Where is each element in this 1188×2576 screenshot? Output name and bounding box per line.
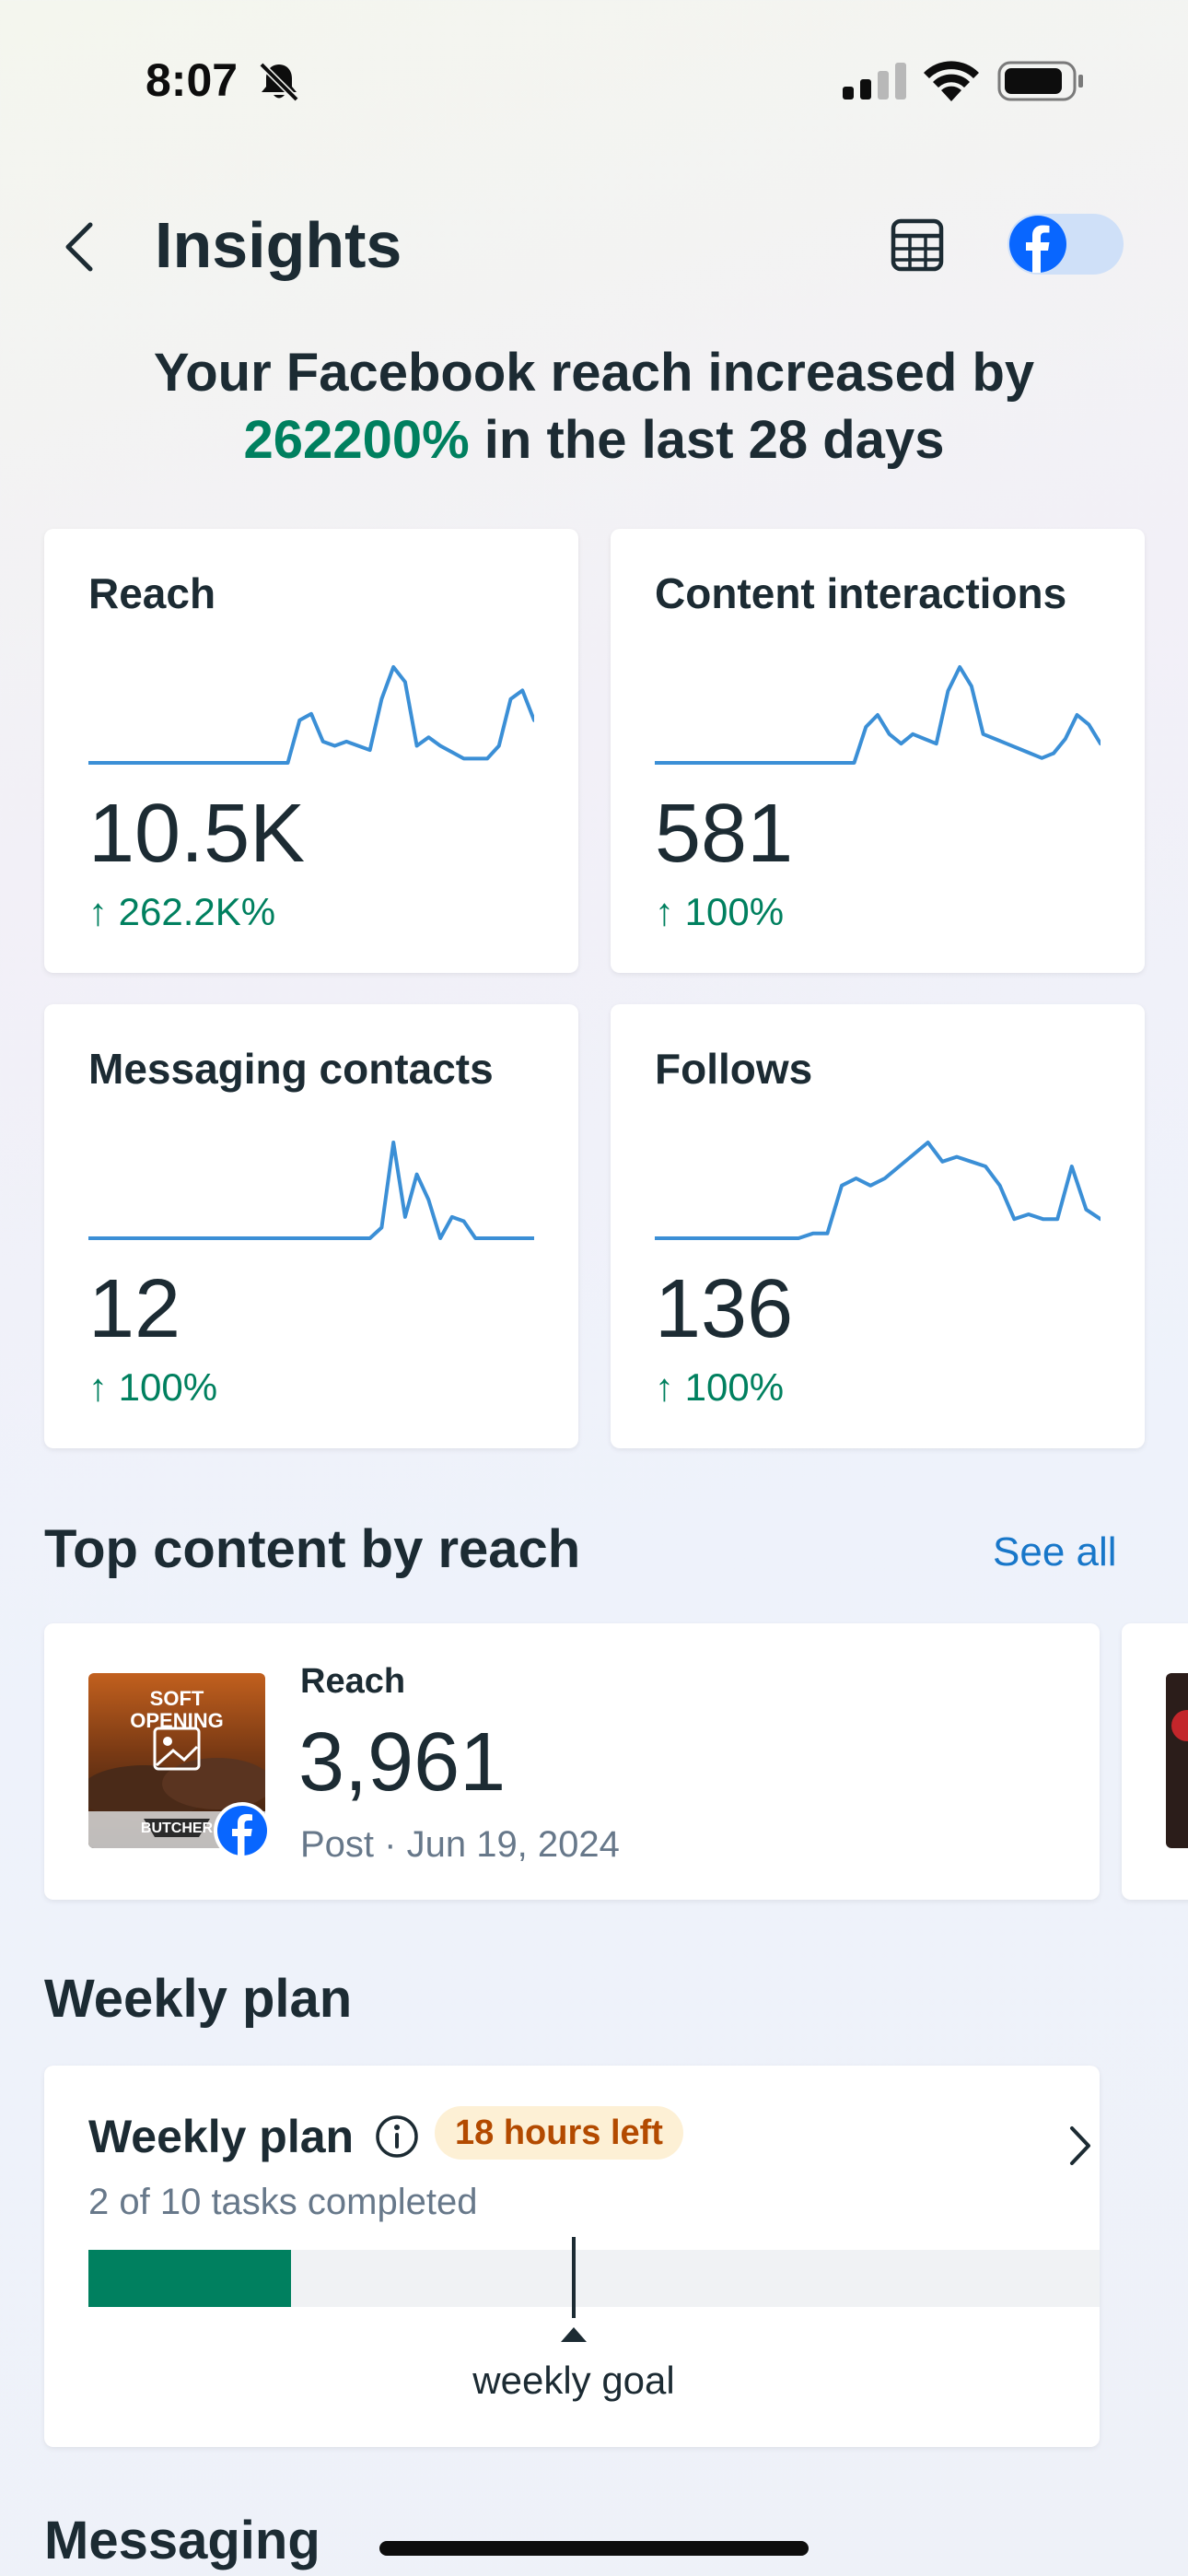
sparkline-follows [655, 1141, 1101, 1240]
weekly-plan-card[interactable]: Weekly plan 18 hours left 2 of 10 tasks … [44, 2066, 1100, 2447]
weekly-goal-label: weekly goal [472, 2359, 675, 2402]
messaging-section-title: Messaging [44, 2511, 320, 2570]
thumb-decor [1171, 1710, 1188, 1741]
metric-value: 10.5K [88, 788, 306, 880]
facebook-logo-icon [1009, 216, 1066, 273]
metric-change: ↑ 100% [88, 1365, 218, 1409]
metric-card-content-interactions[interactable]: Content interactions 581 ↑ 100% [611, 529, 1145, 973]
cellular-signal-icon [843, 63, 906, 100]
metric-change-value: 262.2K% [118, 890, 276, 933]
sparkline-series [88, 1141, 534, 1240]
metric-change-value: 100% [684, 890, 785, 933]
metric-card-reach[interactable]: Reach 10.5K ↑ 262.2K% [44, 529, 578, 973]
content-metric-label: Reach [300, 1662, 406, 1701]
time-left-badge: 18 hours left [435, 2106, 683, 2160]
battery-icon [997, 61, 1083, 101]
thumb-text-line-1: SOFT [149, 1687, 204, 1710]
table-view-icon[interactable] [884, 212, 950, 278]
metric-change-value: 100% [118, 1365, 218, 1409]
bell-muted-icon [259, 62, 299, 102]
weekly-goal-marker [572, 2237, 576, 2318]
sparkline-series [88, 665, 534, 765]
info-icon[interactable] [374, 2113, 420, 2160]
post-thumbnail-next [1166, 1673, 1188, 1848]
content-meta: Post · Jun 19, 2024 [300, 1824, 620, 1865]
see-all-link[interactable]: See all [993, 1529, 1117, 1575]
home-indicator[interactable] [379, 2541, 809, 2556]
metric-label: Follows [655, 1045, 813, 1093]
sparkline-series [655, 1141, 1101, 1240]
thumb-text-line-2: OPENING [130, 1709, 224, 1732]
metric-change: ↑ 100% [655, 1365, 785, 1409]
top-content-card-next[interactable] [1122, 1623, 1188, 1900]
metric-label: Reach [88, 569, 216, 617]
goal-pointer-icon [561, 2327, 587, 2342]
platform-toggle[interactable] [1007, 214, 1124, 275]
metric-change-value: 100% [684, 1365, 785, 1409]
metric-label: Content interactions [655, 569, 1067, 617]
back-chevron-icon[interactable] [57, 219, 101, 275]
headline-suffix: in the last 28 days [483, 410, 945, 470]
metric-value: 12 [88, 1263, 181, 1355]
tasks-progress-text: 2 of 10 tasks completed [88, 2182, 478, 2222]
weekly-plan-section-title: Weekly plan [44, 1969, 353, 2029]
top-content-title: Top content by reach [44, 1519, 581, 1579]
metric-change: ↑ 262.2K% [88, 890, 276, 933]
metric-value: 136 [655, 1263, 794, 1355]
metric-card-follows[interactable]: Follows 136 ↑ 100% [611, 1004, 1145, 1448]
thumb-brand: BUTCHER [140, 1821, 214, 1836]
reach-summary-headline: Your Facebook reach increased by 262200%… [0, 339, 1188, 474]
wifi-icon [924, 61, 979, 101]
status-time: 8:07 [146, 54, 239, 106]
facebook-badge-icon [214, 1802, 271, 1859]
headline-percent: 262200% [243, 410, 470, 470]
weekly-plan-title: Weekly plan [88, 2111, 355, 2162]
headline-line-2: 262200% in the last 28 days [0, 406, 1188, 474]
metric-value: 581 [655, 788, 794, 880]
sparkline-reach [88, 665, 534, 765]
sparkline-messaging-contacts [88, 1141, 534, 1240]
headline-line-1: Your Facebook reach increased by [153, 343, 1035, 403]
status-bar: 8:07 [0, 0, 1188, 161]
sparkline-content-interactions [655, 665, 1101, 765]
sparkline-series [655, 665, 1101, 765]
progress-fill [88, 2250, 291, 2307]
progress-track [88, 2250, 1100, 2307]
chevron-right-icon[interactable] [1066, 2123, 1094, 2169]
metric-label: Messaging contacts [88, 1045, 494, 1093]
page-title: Insights [155, 209, 402, 281]
top-content-card[interactable]: SOFT OPENING BUTCHER Reach 3,961 Post · … [44, 1623, 1100, 1900]
metric-change: ↑ 100% [655, 890, 785, 933]
content-metric-value: 3,961 [298, 1716, 507, 1809]
thumb-text: SOFT OPENING [88, 1688, 265, 1732]
metric-card-messaging-contacts[interactable]: Messaging contacts 12 ↑ 100% [44, 1004, 578, 1448]
